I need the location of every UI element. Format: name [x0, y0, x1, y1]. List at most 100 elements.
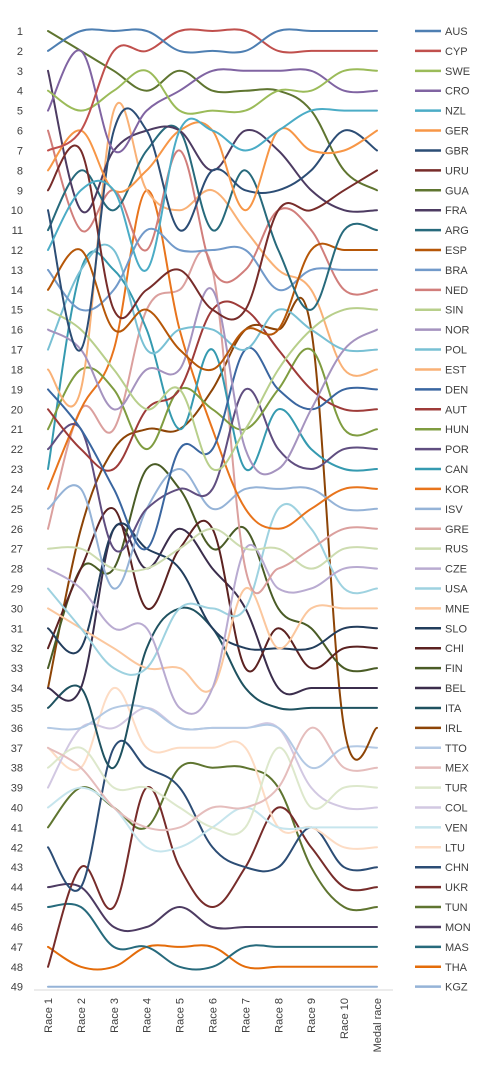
- series-line-tha: [47, 944, 378, 971]
- legend-label: RUS: [445, 544, 468, 556]
- legend-item-cyp: CYP: [415, 46, 468, 58]
- legend-item-por: POR: [415, 444, 469, 456]
- legend-item-hun: HUN: [415, 424, 469, 436]
- series-line-nor: [47, 287, 378, 476]
- legend-label: ESP: [445, 245, 467, 257]
- legend-item-bel: BEL: [415, 683, 466, 695]
- series-line-mne: [47, 587, 378, 693]
- x-tick-label: Race 10: [339, 998, 351, 1039]
- legend-item-tun: TUN: [415, 902, 468, 914]
- y-tick-label: 49: [11, 982, 23, 994]
- legend-item-den: DEN: [415, 384, 468, 396]
- legend-item-kor: KOR: [415, 484, 469, 496]
- legend-label: LTU: [445, 842, 465, 854]
- legend-item-mex: MEX: [415, 763, 470, 775]
- series-line-nzl: [47, 108, 378, 272]
- y-tick-label: 7: [17, 145, 23, 157]
- series-line-sin: [47, 307, 378, 472]
- y-tick-label: 39: [11, 783, 23, 795]
- legend-label: IRL: [445, 723, 462, 735]
- legend-item-kgz: KGZ: [415, 982, 468, 994]
- series-line-rus: [47, 527, 378, 573]
- legend-label: POR: [445, 444, 469, 456]
- legend-item-ven: VEN: [415, 822, 468, 834]
- legend-label: BRA: [445, 265, 468, 277]
- x-tick-label: Race 4: [142, 998, 154, 1033]
- y-tick-label: 5: [17, 106, 23, 118]
- series-line-ger: [47, 121, 378, 212]
- legend-label: POL: [445, 345, 467, 357]
- x-tick-label: Race 8: [273, 998, 285, 1033]
- y-tick-label: 2: [17, 46, 23, 58]
- y-tick-label: 17: [11, 345, 23, 357]
- legend-label: GUA: [445, 185, 470, 197]
- y-tick-label: 21: [11, 424, 23, 436]
- legend-item-aus: AUS: [415, 26, 468, 38]
- legend-label: CHI: [445, 643, 464, 655]
- y-tick-label: 34: [11, 683, 23, 695]
- legend-item-gua: GUA: [415, 185, 470, 197]
- y-tick-label: 43: [11, 862, 23, 874]
- series-line-bel: [47, 523, 378, 702]
- legend-item-chn: CHN: [415, 862, 469, 874]
- legend-label: AUS: [445, 26, 468, 38]
- y-tick-label: 23: [11, 464, 23, 476]
- legend-item-irl: IRL: [415, 723, 462, 735]
- legend-item-chi: CHI: [415, 643, 464, 655]
- legend-item-ned: NED: [415, 285, 468, 297]
- legend-item-tur: TUR: [415, 783, 468, 795]
- legend-item-tha: THA: [415, 962, 468, 974]
- y-tick-label: 44: [11, 882, 23, 894]
- y-tick-label: 28: [11, 564, 23, 576]
- legend-item-uru: URU: [415, 165, 469, 177]
- series-line-gbr: [47, 107, 378, 352]
- legend-item-fin: FIN: [415, 663, 463, 675]
- y-tick-label: 4: [17, 86, 23, 98]
- series-line-est: [47, 101, 378, 408]
- legend-item-mne: MNE: [415, 603, 469, 615]
- legend-item-ltu: LTU: [415, 842, 465, 854]
- legend-item-sin: SIN: [415, 305, 463, 317]
- series-line-uru: [47, 144, 378, 321]
- legend-item-mas: MAS: [415, 942, 469, 954]
- legend-label: ITA: [445, 703, 462, 715]
- x-tick-label: Race 1: [43, 998, 55, 1033]
- y-tick-label: 48: [11, 962, 23, 974]
- y-tick-label: 33: [11, 663, 23, 675]
- y-tick-label: 38: [11, 763, 23, 775]
- y-tick-label: 47: [11, 942, 23, 954]
- series-line-esp: [47, 242, 378, 372]
- y-tick-label: 11: [12, 225, 23, 237]
- legend-label: AUT: [445, 404, 467, 416]
- legend: AUS CYP SWE CRO NZL GER GBR URU GUA FRA ARG ESP BRA N…: [415, 26, 471, 994]
- series-line-slo: [47, 522, 378, 655]
- y-tick-label: 41: [11, 822, 23, 834]
- legend-label: NOR: [445, 325, 470, 337]
- x-tick-label: Medal race: [372, 998, 384, 1052]
- series-line-tto: [47, 704, 378, 770]
- series-line-mex: [47, 726, 378, 832]
- series-line-ltu: [47, 687, 378, 850]
- legend-label: SWE: [445, 66, 470, 78]
- legend-item-nzl: NZL: [415, 106, 466, 118]
- x-tick-label: Race 5: [175, 998, 187, 1033]
- legend-label: THA: [445, 962, 468, 974]
- legend-item-mon: MON: [415, 922, 471, 934]
- series-line-cze: [47, 544, 378, 715]
- y-tick-label: 1: [17, 26, 23, 38]
- legend-item-arg: ARG: [415, 225, 469, 237]
- legend-item-usa: USA: [415, 583, 468, 595]
- legend-label: GBR: [445, 145, 469, 157]
- legend-label: CYP: [445, 46, 468, 58]
- series-line-cyp: [47, 28, 378, 152]
- legend-label: ARG: [445, 225, 469, 237]
- series-line-usa: [47, 502, 378, 676]
- series-line-ukr: [47, 786, 378, 968]
- legend-label: FRA: [445, 205, 468, 217]
- x-tick-label: Race 6: [208, 998, 220, 1033]
- y-tick-label: 19: [11, 384, 23, 396]
- legend-label: HUN: [445, 424, 469, 436]
- legend-label: TUN: [445, 902, 468, 914]
- legend-item-pol: POL: [415, 345, 467, 357]
- y-tick-label: 32: [11, 643, 23, 655]
